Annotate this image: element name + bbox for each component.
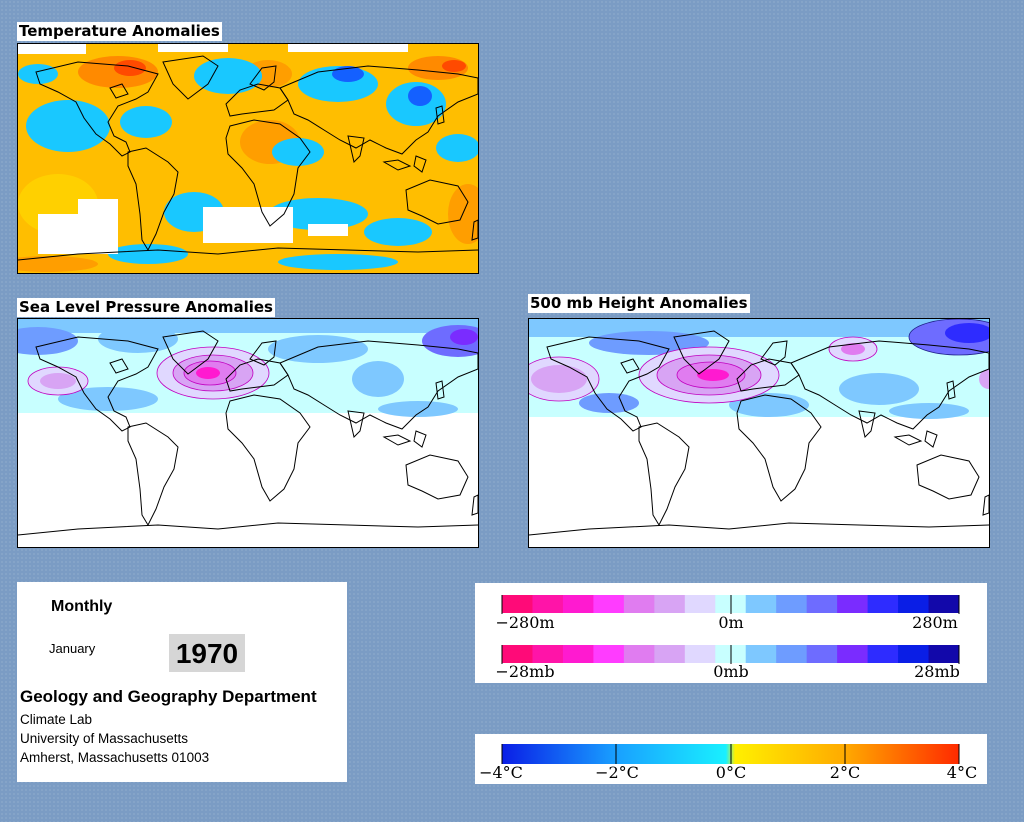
height-pressure-legend: −280m 0m 280m −28mb 0mb 28mb [475,583,987,683]
height-swatch [898,595,930,613]
department-name: Geology and Geography Department [20,687,317,706]
pressure-swatch [806,645,838,663]
height-tick-min: −280m [495,613,554,632]
temperature-map-title: Temperature Anomalies [17,22,222,41]
temp-tick-plus2: 2°C [830,763,860,782]
pressure-color-bar [502,645,960,663]
height-tick-max: 280m [912,613,958,632]
pressure-swatch [654,645,686,663]
height-swatch [593,595,625,613]
height-swatch [745,595,777,613]
temp-tick-minus4: −4°C [479,763,523,782]
pressure-swatch [898,645,930,663]
pressure-swatch [562,645,594,663]
height-tick-zero: 0m [718,613,743,632]
pressure-swatch [684,645,716,663]
temp-tick-minus2: −2°C [595,763,639,782]
pressure-swatch [745,645,777,663]
height-swatch [532,595,564,613]
pressure-tick-max: 28mb [914,662,960,681]
university-name: University of Massachusetts [20,731,189,746]
height-swatch [928,595,960,613]
height500-anomaly-map [528,318,990,548]
temperature-anomaly-map [17,43,479,274]
month-label: January [49,641,96,656]
pressure-swatch [867,645,899,663]
height-swatch [867,595,899,613]
height-swatch [562,595,594,613]
height500-map-title: 500 mb Height Anomalies [528,294,750,313]
pressure-swatch [502,645,533,663]
height-swatch [502,595,533,613]
pressure-swatch [928,645,960,663]
pressure-swatch [837,645,869,663]
height-swatch [837,595,869,613]
pressure-swatch [623,645,655,663]
info-panel: Monthly January 1970 Geology and Geograp… [17,582,347,782]
temperature-legend: −4°C −2°C 0°C 2°C 4°C [475,734,987,784]
height-swatch [806,595,838,613]
pressure-swatch [593,645,625,663]
height-swatch [684,595,716,613]
height-swatch [654,595,686,613]
height-swatch [623,595,655,613]
pressure-swatch [532,645,564,663]
pressure-tick-zero: 0mb [713,662,749,681]
slp-anomaly-map [17,318,479,548]
height-swatch [776,595,808,613]
year-display: 1970 [169,634,245,672]
pressure-swatch [776,645,808,663]
pressure-tick-min: −28mb [495,662,554,681]
height-color-bar [502,595,960,613]
period-label: Monthly [51,598,113,615]
slp-map-title: Sea Level Pressure Anomalies [17,298,275,317]
address-line: Amherst, Massachusetts 01003 [20,750,210,765]
temp-tick-plus4: 4°C [947,763,977,782]
lab-name: Climate Lab [20,712,93,727]
temp-tick-zero: 0°C [716,763,746,782]
